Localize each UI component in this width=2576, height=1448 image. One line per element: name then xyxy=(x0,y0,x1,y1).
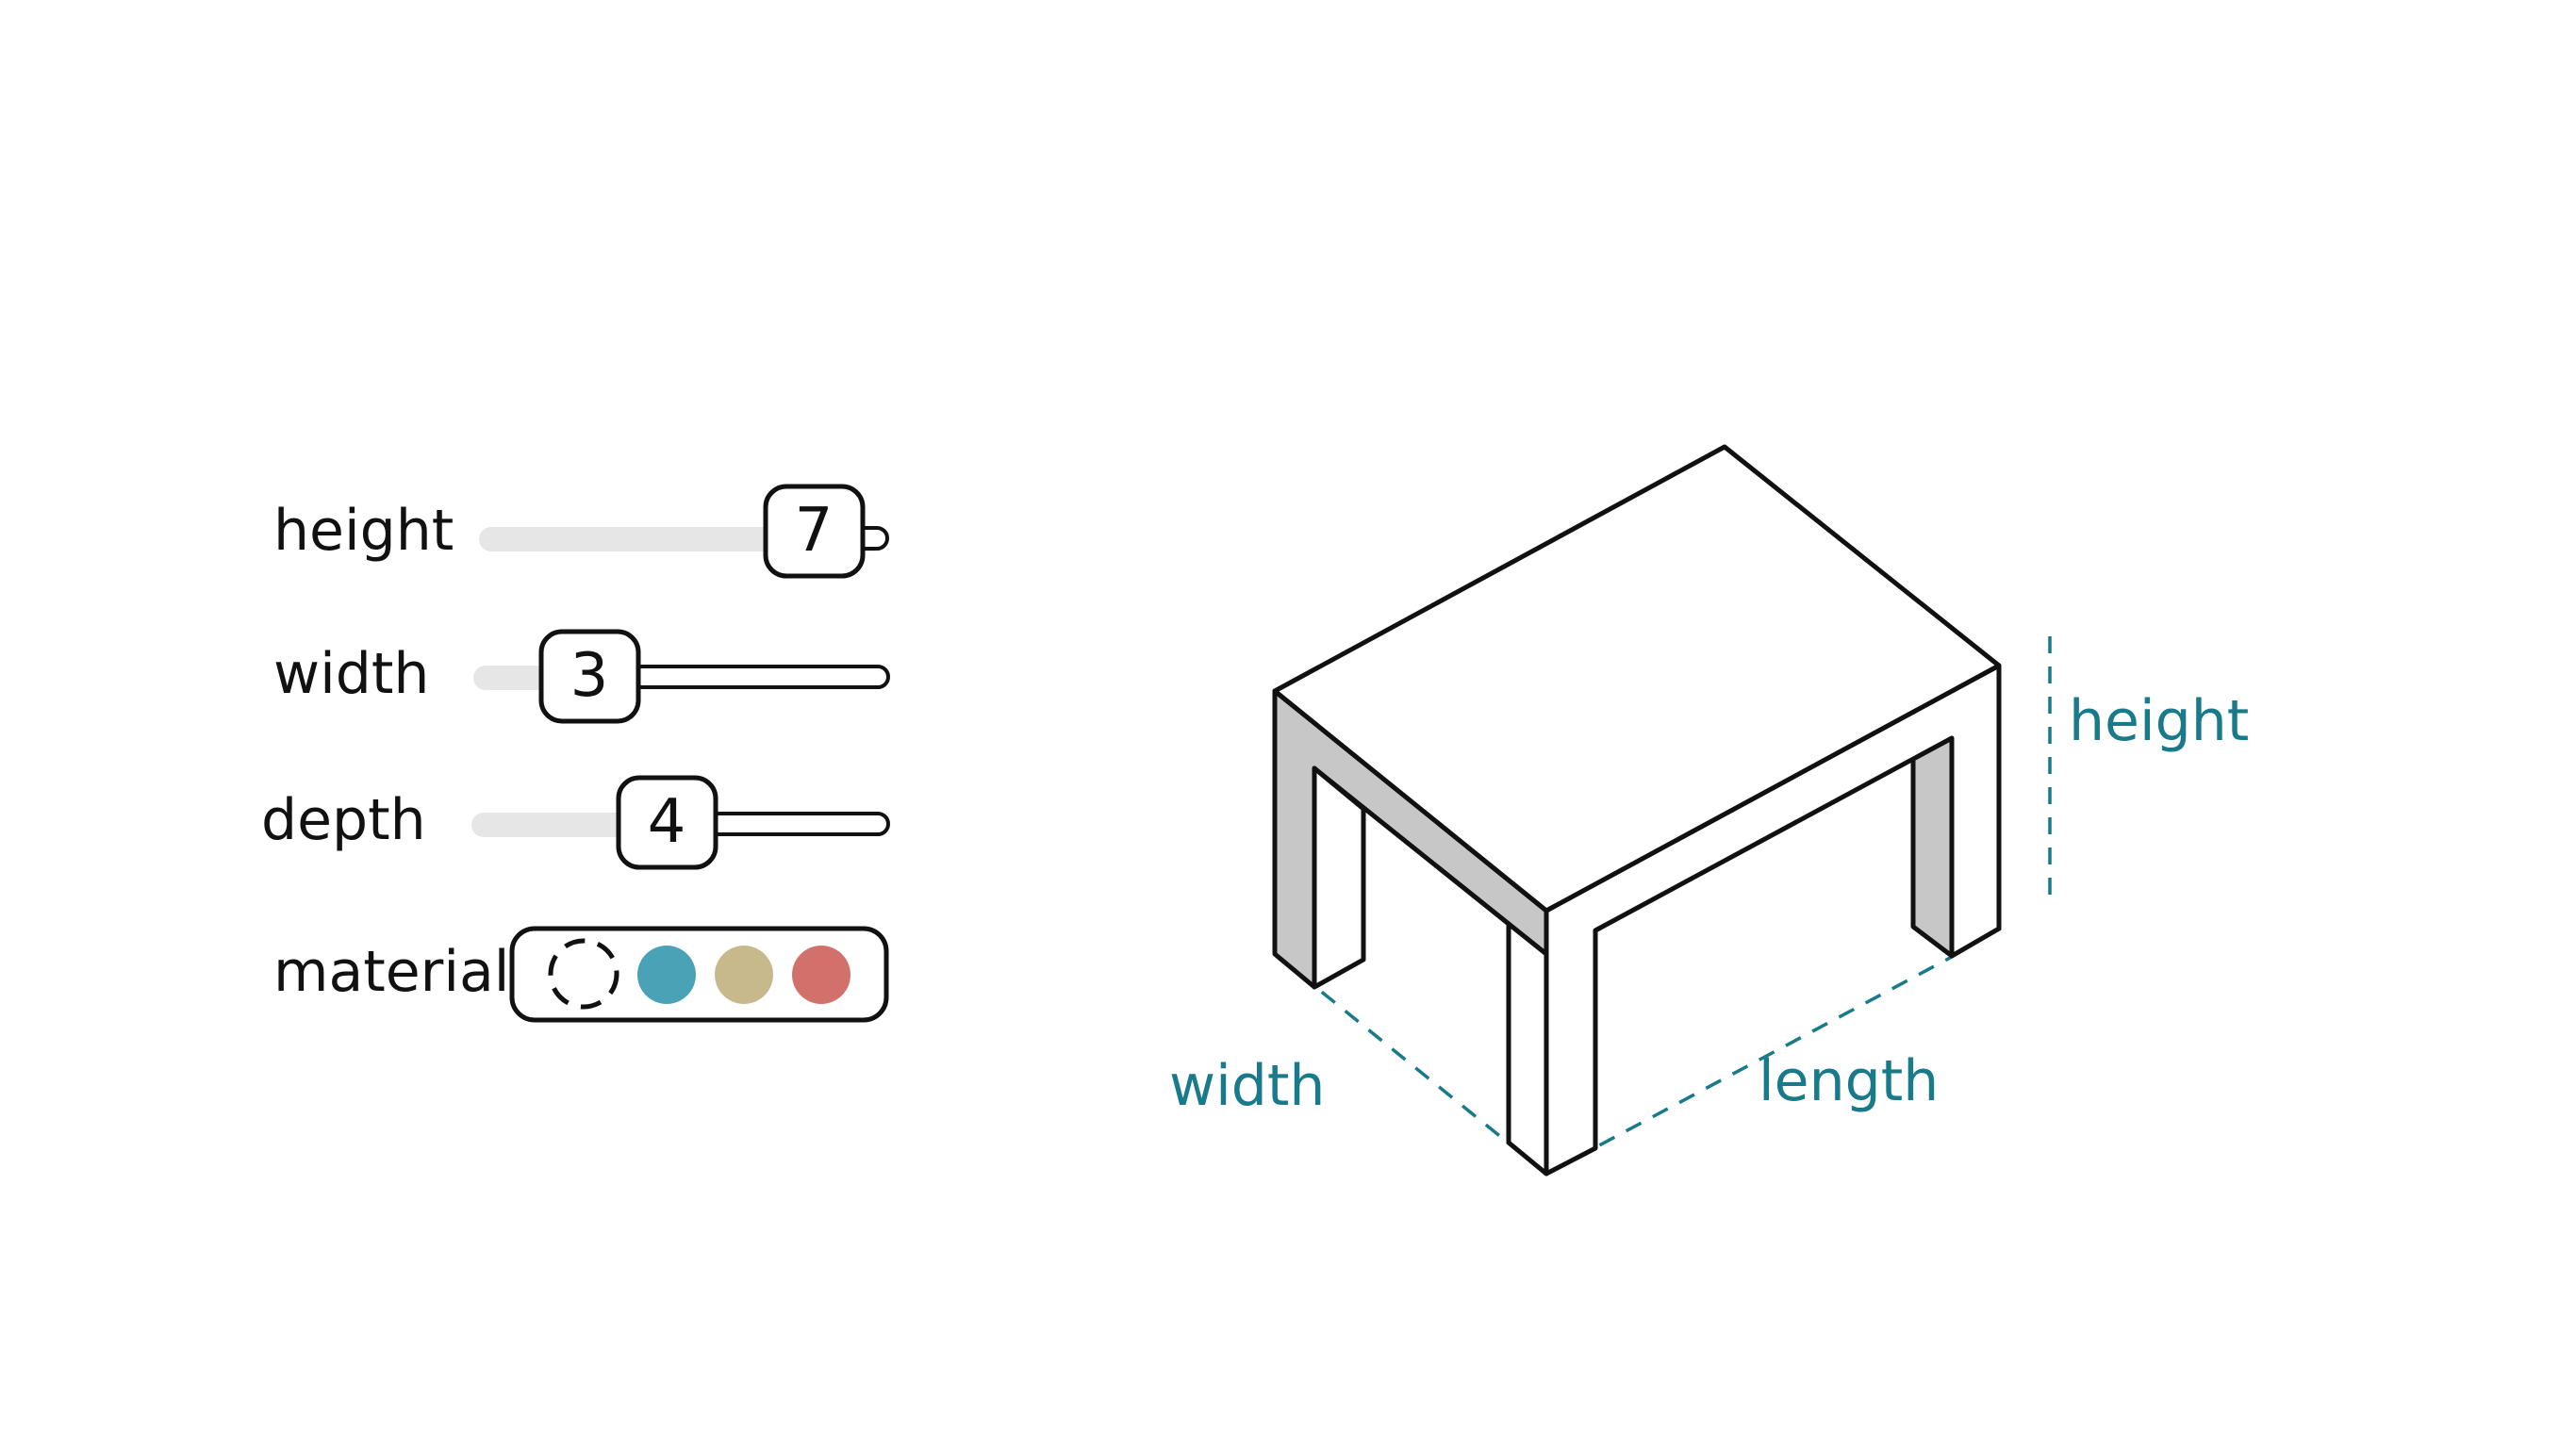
height-control-label: height xyxy=(273,498,454,564)
back-left-leg-face xyxy=(1312,765,1366,990)
width-slider-thumb[interactable] xyxy=(538,629,641,724)
width-slider-track-fill[interactable] xyxy=(473,666,549,690)
material-swatch-sand[interactable] xyxy=(715,946,773,1004)
length-dimension-line xyxy=(1545,955,1953,1176)
height-slider[interactable]: 7 xyxy=(479,484,889,579)
depth-slider[interactable]: 4 xyxy=(471,775,890,870)
material-swatch-none[interactable] xyxy=(548,938,619,1010)
height-slider-value: 7 xyxy=(795,496,834,566)
width-control: width 3 xyxy=(273,629,890,724)
depth-slider-thumb[interactable] xyxy=(616,775,718,870)
table-front-face xyxy=(1544,663,2002,1176)
material-control-label: material xyxy=(273,939,509,1005)
depth-control-label: depth xyxy=(261,787,426,853)
table-top xyxy=(1272,444,2002,913)
width-slider-track-rest[interactable] xyxy=(630,665,890,689)
width-slider-value: 3 xyxy=(570,641,609,711)
height-control: height 7 xyxy=(273,484,889,579)
width-dimension-label: width xyxy=(1169,1053,1325,1119)
material-control: material xyxy=(273,926,889,1023)
width-slider[interactable]: 3 xyxy=(473,629,890,724)
material-swatch-coral[interactable] xyxy=(792,946,850,1004)
controls-panel: height 7 width 3 depth xyxy=(261,484,890,1023)
depth-slider-track-rest[interactable] xyxy=(707,812,890,836)
depth-control: depth 4 xyxy=(261,775,890,870)
depth-slider-track-fill[interactable] xyxy=(471,813,632,837)
height-slider-thumb[interactable] xyxy=(763,484,866,579)
depth-slider-value: 4 xyxy=(648,787,686,857)
height-dimension-label: height xyxy=(2069,688,2249,754)
top-left-edge xyxy=(1274,689,1547,913)
top-front-edge xyxy=(1545,664,2000,913)
width-control-label: width xyxy=(273,641,429,707)
material-swatch-teal[interactable] xyxy=(637,946,696,1004)
table-diagram: height width length xyxy=(1169,444,2249,1176)
front-left-leg-face xyxy=(1506,921,1549,1176)
length-dimension-label: length xyxy=(1759,1048,1939,1114)
